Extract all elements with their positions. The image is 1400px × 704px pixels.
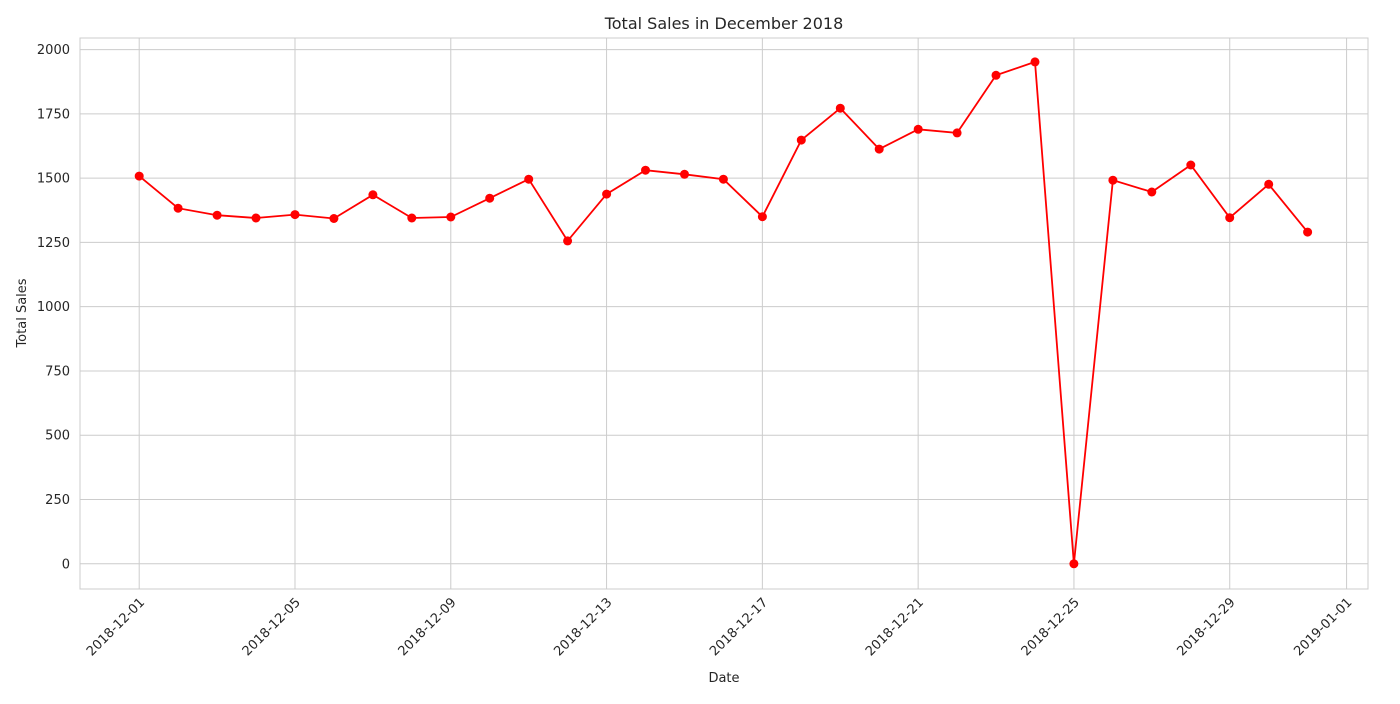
data-point: [134, 171, 144, 181]
x-tick-label: 2018-12-29: [1175, 595, 1239, 659]
data-point: [407, 213, 417, 223]
y-grid-lines: [80, 49, 1368, 565]
y-tick-label: 1000: [37, 300, 70, 315]
data-point: [991, 70, 1001, 80]
plot-frame: [79, 37, 1369, 590]
y-tick-label: 1250: [37, 236, 70, 251]
data-point: [329, 214, 339, 223]
x-grid-lines: [138, 38, 1348, 589]
y-tick-label: 500: [45, 429, 70, 444]
x-tick-label: 2018-12-25: [1019, 595, 1083, 659]
data-point: [1264, 179, 1274, 189]
data-point: [602, 189, 612, 199]
x-tick-label: 2018-12-09: [396, 595, 460, 659]
y-tick-label: 2000: [37, 43, 70, 58]
sales-series-points: [134, 57, 1313, 569]
data-point: [1303, 227, 1313, 237]
x-tick-label: 2018-12-13: [551, 595, 615, 659]
data-point: [1069, 559, 1079, 569]
data-point: [368, 190, 378, 200]
data-point: [1108, 175, 1118, 185]
x-axis-label: Date: [708, 671, 739, 686]
data-point: [718, 174, 728, 184]
data-point: [1147, 187, 1157, 197]
data-point: [641, 165, 650, 175]
data-point: [1225, 213, 1235, 223]
data-point: [952, 128, 962, 138]
y-tick-label: 250: [45, 493, 70, 508]
data-point: [446, 212, 456, 222]
y-tick-labels: 0 250 500 750 1000 1250 1500 1750 2000: [37, 43, 70, 572]
data-point: [874, 144, 884, 154]
data-point: [212, 210, 222, 220]
y-tick-label: 750: [45, 364, 70, 379]
data-point: [680, 169, 689, 179]
data-point: [290, 210, 300, 220]
y-tick-label: 1500: [37, 172, 70, 187]
data-point: [757, 212, 767, 222]
data-point: [524, 174, 534, 184]
x-tick-label: 2018-12-17: [707, 595, 771, 659]
x-tick-label: 2018-12-01: [84, 595, 148, 659]
sales-series-line: [138, 60, 1309, 564]
x-tick-labels: 2018-12-01 2018-12-05 2018-12-09 2018-12-13…: [84, 595, 1355, 659]
data-point: [835, 103, 845, 113]
y-axis-label: Total Sales: [15, 278, 30, 348]
data-point: [913, 124, 923, 134]
data-point: [1186, 160, 1196, 170]
data-point: [1030, 57, 1040, 67]
x-tick-label: 2019-01-01: [1291, 595, 1355, 659]
y-tick-label: 0: [62, 557, 70, 572]
data-point: [485, 193, 495, 203]
data-point: [251, 213, 261, 223]
y-tick-label: 1750: [37, 107, 70, 122]
x-tick-label: 2018-12-21: [863, 595, 927, 659]
data-point: [173, 203, 183, 213]
x-tick-label: 2018-12-05: [240, 595, 304, 659]
chart-title: Total Sales in December 2018: [604, 14, 844, 33]
data-point: [563, 236, 573, 246]
data-point: [796, 135, 806, 145]
